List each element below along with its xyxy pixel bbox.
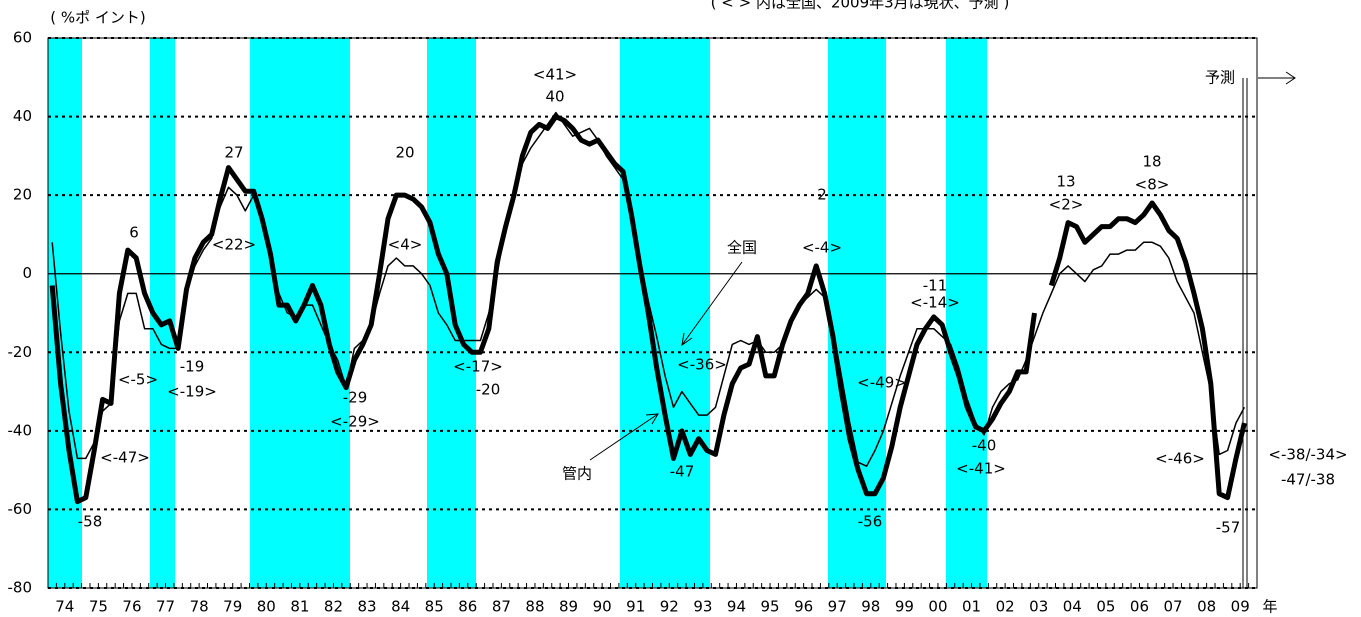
y-tick-label: 40 bbox=[13, 107, 32, 125]
x-tick-label: 81 bbox=[290, 598, 309, 616]
annotation: <-4> bbox=[802, 239, 842, 257]
x-tick-label: 92 bbox=[660, 598, 679, 616]
x-tick-label: 86 bbox=[458, 598, 477, 616]
x-tick-label: 99 bbox=[895, 598, 914, 616]
series-label: 管内 bbox=[562, 465, 592, 483]
x-tick-label: 08 bbox=[1197, 598, 1216, 616]
y-tick-label: -20 bbox=[8, 343, 33, 361]
annotation: <8> bbox=[1135, 176, 1170, 194]
x-tick-label: 01 bbox=[962, 598, 981, 616]
annotation: -57 bbox=[1216, 519, 1241, 537]
shade bbox=[828, 38, 886, 588]
shade bbox=[946, 38, 987, 588]
x-tick-label: 94 bbox=[727, 598, 746, 616]
x-tick-label: 05 bbox=[1096, 598, 1115, 616]
y-tick-label: -40 bbox=[8, 421, 33, 439]
series-label: 全国 bbox=[727, 239, 757, 257]
annotation: -20 bbox=[476, 381, 501, 399]
forecast-arrowhead bbox=[1285, 71, 1296, 85]
x-tick-label: 97 bbox=[828, 598, 847, 616]
annotation: <-5> bbox=[118, 371, 158, 389]
annotation: -47/-38 bbox=[1281, 471, 1335, 489]
annotation: -47 bbox=[670, 463, 695, 481]
x-tick-label: 98 bbox=[861, 598, 880, 616]
x-tick-label: 88 bbox=[525, 598, 544, 616]
annotation: <-19> bbox=[167, 383, 217, 401]
x-tick-label: 83 bbox=[357, 598, 376, 616]
x-tick-label: 79 bbox=[223, 598, 242, 616]
x-tick-label: 90 bbox=[593, 598, 612, 616]
x-tick-label: 77 bbox=[156, 598, 175, 616]
x-tick-label: 93 bbox=[693, 598, 712, 616]
x-tick-label: 02 bbox=[996, 598, 1015, 616]
annotation: <-14> bbox=[910, 294, 960, 312]
pointer-arrowhead bbox=[645, 413, 659, 425]
annotation: -19 bbox=[180, 358, 205, 376]
y-tick-label: 0 bbox=[22, 264, 32, 282]
pointer-arrow bbox=[589, 413, 659, 461]
forecast-label: 予測 bbox=[1205, 69, 1235, 87]
x-tick-label: 03 bbox=[1029, 598, 1048, 616]
series-line bbox=[49, 114, 1247, 505]
annotation: <-29> bbox=[330, 413, 380, 431]
recession-shading bbox=[48, 38, 987, 588]
annotation: <-17> bbox=[453, 358, 503, 376]
x-tick-label: 74 bbox=[55, 598, 74, 616]
x-tick-label: 07 bbox=[1163, 598, 1182, 616]
x-tick-label: 82 bbox=[324, 598, 343, 616]
x-tick-label: 84 bbox=[391, 598, 410, 616]
x-tick-label: 76 bbox=[122, 598, 141, 616]
annotation: 20 bbox=[395, 144, 414, 162]
annotation: <22> bbox=[212, 236, 256, 254]
note: ( < > 内は全国、2009年3月は現状、予測 ) bbox=[711, 0, 1010, 12]
annotation: <-47> bbox=[100, 449, 150, 467]
y-tick-label: 20 bbox=[13, 186, 32, 204]
y-axis-label: ( %ポ イント) bbox=[50, 9, 146, 27]
y-tick-label: -60 bbox=[8, 500, 33, 518]
y-tick-label: 60 bbox=[13, 29, 32, 47]
x-tick-label: 04 bbox=[1063, 598, 1082, 616]
annotation: <-46> bbox=[1155, 450, 1205, 468]
annotation: 27 bbox=[224, 144, 243, 162]
x-tick-label: 78 bbox=[190, 598, 209, 616]
x-tick-label: 91 bbox=[626, 598, 645, 616]
annotation: <-41> bbox=[956, 460, 1006, 478]
x-axis-unit: 年 bbox=[1262, 598, 1277, 616]
pointer-arrowhead bbox=[681, 332, 693, 347]
annotation: 40 bbox=[545, 88, 564, 106]
annotation: 2 bbox=[817, 186, 827, 204]
annotation: -56 bbox=[858, 513, 883, 531]
annotation: -40 bbox=[972, 437, 997, 455]
pointer-arrow bbox=[681, 261, 743, 346]
x-tick-label: 96 bbox=[794, 598, 813, 616]
x-tick-label: 06 bbox=[1130, 598, 1149, 616]
annotation: 6 bbox=[129, 224, 139, 242]
annotation: <41> bbox=[533, 66, 577, 84]
x-tick-label: 09 bbox=[1231, 598, 1250, 616]
x-tick-label: 00 bbox=[928, 598, 947, 616]
x-tick-label: 80 bbox=[257, 598, 276, 616]
shade bbox=[620, 38, 710, 588]
annotation: <-49> bbox=[857, 374, 907, 392]
annotation: <-38/-34> bbox=[1268, 446, 1347, 464]
x-tick-label: 87 bbox=[492, 598, 511, 616]
x-tick-label: 89 bbox=[559, 598, 578, 616]
annotation: -58 bbox=[78, 513, 103, 531]
y-tick-label: -80 bbox=[8, 579, 33, 597]
annotation: <-36> bbox=[677, 356, 727, 374]
annotation: <2> bbox=[1049, 196, 1084, 214]
x-tick-label: 85 bbox=[425, 598, 444, 616]
annotation: -11 bbox=[923, 277, 948, 295]
x-tick-label: 75 bbox=[89, 598, 108, 616]
annotation: 18 bbox=[1142, 153, 1161, 171]
annotation: -29 bbox=[343, 389, 368, 407]
annotation: 13 bbox=[1056, 173, 1075, 191]
x-tick-label: 95 bbox=[760, 598, 779, 616]
annotation: <4> bbox=[388, 236, 423, 254]
